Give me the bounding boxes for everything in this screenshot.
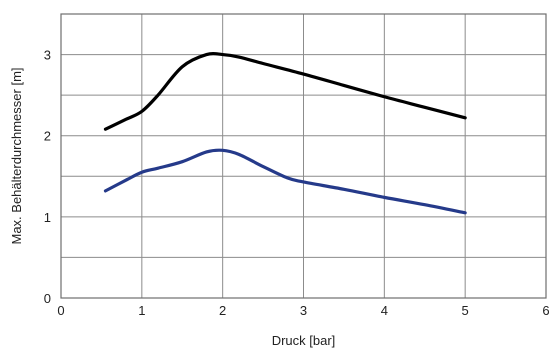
x-tick-label: 2 xyxy=(219,303,226,318)
x-tick-labels: 0 1 2 3 4 5 6 xyxy=(57,303,549,318)
y-tick-label: 2 xyxy=(44,129,51,144)
x-tick-label: 5 xyxy=(462,303,469,318)
x-tick-label: 6 xyxy=(542,303,549,318)
y-tick-label: 1 xyxy=(44,210,51,225)
x-tick-label: 4 xyxy=(381,303,388,318)
x-tick-label: 3 xyxy=(300,303,307,318)
series-line-1 xyxy=(103,51,467,131)
series-group xyxy=(103,51,467,215)
y-tick-label: 0 xyxy=(44,291,51,306)
series-line-2 xyxy=(103,148,467,215)
y-tick-label: 3 xyxy=(44,48,51,63)
x-tick-label: 0 xyxy=(57,303,64,318)
plot-frame xyxy=(60,13,547,299)
x-axis-title: Druck [bar] xyxy=(272,333,336,348)
y-axis-title: Max. Behälterdurchmesser [m] xyxy=(9,67,24,244)
x-tick-label: 1 xyxy=(138,303,145,318)
y-tick-labels: 0 1 2 3 xyxy=(44,48,51,306)
